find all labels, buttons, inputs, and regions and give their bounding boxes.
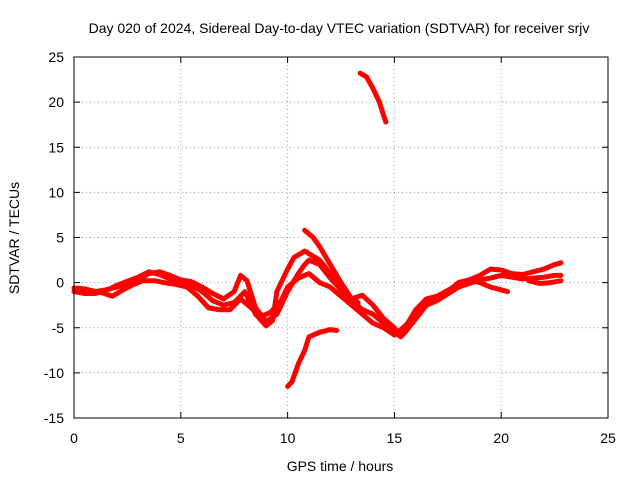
series-track-b: [71, 248, 564, 340]
y-tick-label: -5: [52, 320, 65, 336]
y-tick-label: 20: [48, 94, 64, 110]
series-track-f: [285, 327, 340, 389]
grid: [73, 56, 609, 419]
plot-frame: [73, 56, 609, 419]
x-tick-label: 20: [493, 430, 509, 446]
series-track-g: [357, 70, 389, 125]
y-tick-label: 0: [56, 275, 64, 291]
x-tick-label: 0: [70, 430, 78, 446]
x-tick-label: 15: [387, 430, 403, 446]
x-tick-label: 25: [600, 430, 616, 446]
y-tick-label: -10: [44, 365, 64, 381]
x-tick-label: 5: [177, 430, 185, 446]
y-tick-label: 10: [48, 184, 64, 200]
y-tick-label: -15: [44, 410, 64, 426]
x-axis-label: GPS time / hours: [287, 458, 394, 474]
series-track-d: [526, 278, 564, 286]
y-tick-label: 25: [48, 49, 64, 65]
y-tick-label: 5: [56, 230, 64, 246]
ticks: 0 5 10 15 20 25 -15 -10 -5 0 5 10 15 20 25: [44, 49, 616, 446]
chart-title: Day 020 of 2024, Sidereal Day-to-day VTE…: [89, 20, 590, 36]
y-tick-label: 15: [48, 139, 64, 155]
series-track-e: [302, 227, 361, 305]
data-series: [71, 70, 564, 389]
series-track-c: [77, 271, 511, 338]
y-axis-label: SDTVAR / TECUs: [6, 182, 22, 294]
x-tick-label: 10: [280, 430, 296, 446]
